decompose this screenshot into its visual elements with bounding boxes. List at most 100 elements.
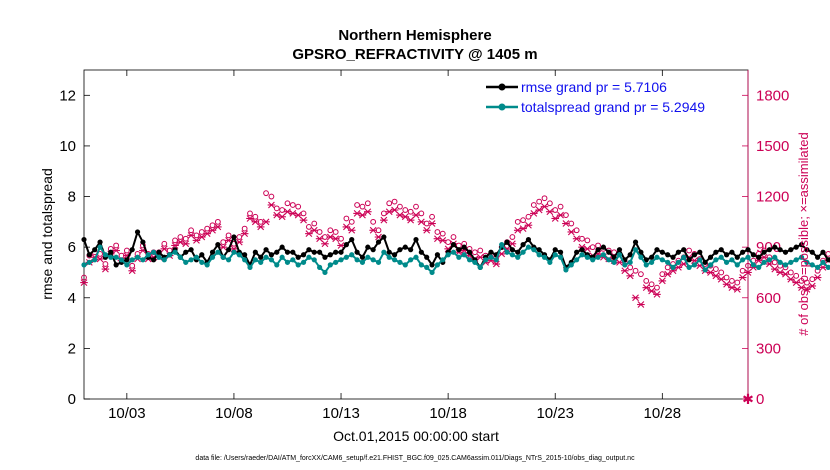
series-point-rmse	[450, 242, 457, 248]
obs-assimilated-marker	[315, 235, 324, 243]
obs-assimilated-marker	[781, 270, 790, 278]
obs-possible-marker	[279, 207, 286, 213]
series-point-totalspread	[563, 267, 569, 273]
series-point-rmse	[391, 252, 398, 258]
obs-assimilated-marker	[192, 237, 201, 244]
series-point-rmse	[408, 247, 414, 253]
obs-possible-marker	[204, 225, 211, 232]
obs-possible-marker	[729, 277, 735, 284]
series-point-totalspread	[477, 264, 483, 270]
series-point-rmse	[723, 252, 730, 258]
series-point-totalspread	[338, 257, 344, 263]
obs-assimilated-marker	[658, 277, 667, 285]
obs-assimilated-marker	[765, 260, 774, 268]
series-point-totalspread	[536, 252, 542, 258]
obs-assimilated-marker	[246, 215, 254, 222]
series-point-rmse	[365, 244, 371, 250]
series-point-rmse	[504, 239, 510, 245]
obs-possible-marker	[434, 229, 441, 235]
series-point-totalspread	[391, 257, 398, 263]
series-point-rmse	[252, 249, 258, 255]
series-point-totalspread	[643, 262, 649, 268]
series-point-rmse	[215, 242, 221, 248]
series-point-rmse	[81, 236, 87, 243]
obs-possible-marker	[102, 261, 109, 267]
obs-assimilated-marker	[540, 203, 549, 211]
series-point-rmse	[488, 249, 494, 255]
obs-assimilated-marker	[380, 216, 388, 224]
obs-possible-marker	[472, 249, 478, 256]
obs-possible-marker	[364, 200, 371, 207]
series-point-rmse	[820, 249, 826, 255]
y-tick-label: 0	[68, 391, 76, 408]
series-point-totalspread	[815, 264, 821, 270]
series-layer	[81, 229, 830, 276]
obs-possible-marker	[525, 213, 532, 220]
series-point-rmse	[199, 252, 205, 258]
series-point-totalspread	[798, 254, 805, 260]
series-point-totalspread	[204, 262, 210, 268]
series-point-totalspread	[670, 264, 676, 270]
series-point-rmse	[124, 257, 130, 263]
series-point-totalspread	[327, 262, 333, 268]
series-point-totalspread	[220, 254, 226, 260]
obs-possible-marker	[172, 237, 178, 244]
series-point-totalspread	[579, 252, 585, 258]
series-point-totalspread	[627, 259, 633, 265]
series-point-totalspread	[252, 257, 258, 263]
series-point-rmse	[552, 247, 558, 253]
series-point-totalspread	[215, 249, 221, 255]
series-point-rmse	[333, 249, 339, 255]
series-point-totalspread	[145, 252, 151, 258]
y-tick-label: 2	[68, 340, 76, 357]
obs-possible-marker	[632, 267, 639, 274]
obs-assimilated-marker	[733, 285, 742, 293]
series-point-totalspread	[413, 254, 419, 260]
obs-possible-marker	[536, 198, 543, 205]
series-point-totalspread	[284, 259, 291, 265]
series-point-rmse	[418, 249, 424, 255]
obs-assimilated-marker	[637, 301, 645, 308]
series-point-totalspread	[681, 254, 687, 260]
series-point-rmse	[627, 252, 633, 258]
y-tick-label: 6	[68, 239, 76, 256]
series-point-rmse	[515, 249, 521, 255]
series-point-totalspread	[702, 267, 708, 273]
series-point-totalspread	[193, 254, 200, 260]
left-axis: 0 2 4 6 8 10 12	[59, 87, 90, 408]
series-point-rmse	[579, 247, 585, 253]
series-point-totalspread	[268, 257, 275, 263]
obs-possible-marker	[686, 247, 692, 254]
series-point-totalspread	[568, 262, 574, 268]
series-point-rmse	[643, 257, 649, 263]
series-point-rmse	[429, 262, 435, 268]
x-tick-label: 10/28	[644, 405, 682, 422]
series-point-totalspread	[595, 254, 601, 260]
series-point-rmse	[311, 249, 317, 255]
series-point-totalspread	[290, 257, 296, 263]
obs-assimilated-marker	[358, 211, 367, 219]
series-point-totalspread	[825, 264, 830, 270]
series-point-totalspread	[745, 254, 751, 260]
series-point-rmse	[225, 247, 232, 253]
series-point-totalspread	[734, 262, 740, 268]
series-point-rmse	[461, 244, 467, 250]
y2-tick-label: 600	[756, 290, 781, 307]
obs-possible-marker	[584, 237, 591, 244]
obs-assimilated-marker	[567, 228, 576, 236]
series-point-totalspread	[225, 257, 232, 263]
obs-assimilated-marker	[294, 211, 302, 219]
obs-possible-marker	[188, 227, 194, 234]
series-point-totalspread	[349, 252, 355, 258]
obs-possible-marker	[332, 229, 339, 235]
obs-assimilated-marker	[187, 231, 195, 239]
data-file-footer: data file: /Users/raeder/DAI/ATM_forcXX/…	[195, 455, 635, 462]
series-point-totalspread	[718, 254, 724, 260]
series-point-totalspread	[317, 264, 323, 270]
series-point-rmse	[381, 234, 387, 240]
series-point-rmse	[386, 249, 392, 255]
series-point-rmse	[413, 236, 419, 243]
series-point-rmse	[702, 259, 708, 265]
obs-assimilated-marker	[631, 294, 640, 302]
